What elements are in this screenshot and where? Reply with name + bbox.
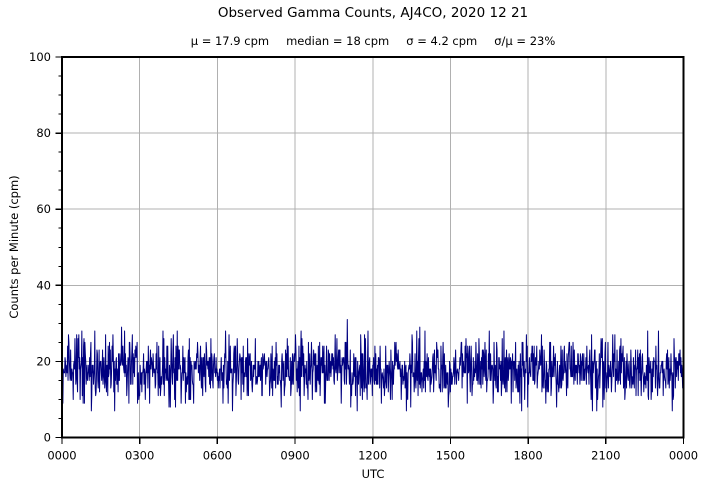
x-tick-label: 0300 xyxy=(125,449,154,463)
stat-annotation: median = 18 cpm xyxy=(286,34,390,48)
y-tick-label: 0 xyxy=(44,431,51,445)
y-tick-label: 60 xyxy=(36,202,51,216)
x-tick-label: 2100 xyxy=(591,449,620,463)
x-tick-label: 1200 xyxy=(358,449,387,463)
stat-annotation: σ/μ = 23% xyxy=(494,34,556,48)
x-tick-label: 1500 xyxy=(436,449,465,463)
y-tick-label: 80 xyxy=(36,126,51,140)
y-tick-label: 20 xyxy=(36,354,51,368)
x-axis-label: UTC xyxy=(361,467,385,481)
x-tick-label: 0000 xyxy=(47,449,76,463)
chart-stats-subtitle: μ = 17.9 cpm median = 18 cpm σ = 4.2 cpm σ/… xyxy=(62,34,684,49)
chart-title: Observed Gamma Counts, AJ4CO, 2020 12 21 xyxy=(217,5,529,21)
stat-annotation: μ = 17.9 cpm xyxy=(190,34,270,48)
x-tick-label: 0600 xyxy=(203,449,232,463)
gamma-counts-series-line xyxy=(61,319,684,412)
x-tick-label: 0000 xyxy=(669,449,698,463)
x-tick-label: 0900 xyxy=(280,449,309,463)
stat-annotation: σ = 4.2 cpm xyxy=(406,34,478,48)
x-tick-label: 1800 xyxy=(513,449,542,463)
y-axis-label: Counts per Minute (cpm) xyxy=(7,175,21,319)
y-tick-label: 40 xyxy=(36,278,51,292)
y-tick-label: 100 xyxy=(29,50,51,64)
